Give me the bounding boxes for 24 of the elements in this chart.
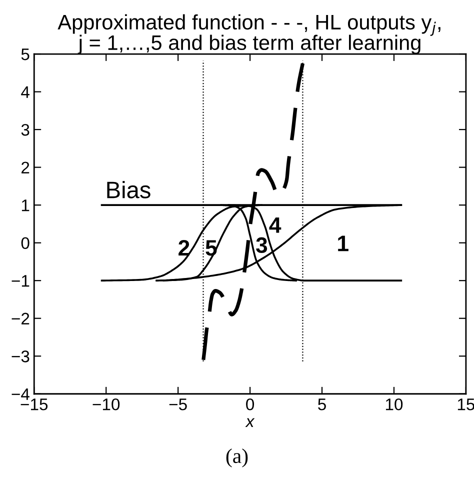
series-label: 1	[338, 236, 348, 252]
y-tick-label: −4	[12, 388, 30, 400]
x-tick-label: 5	[318, 398, 326, 410]
y-tick-label: 2	[22, 162, 30, 174]
x-axis-title: x	[245, 418, 255, 428]
series-label: 2	[178, 240, 190, 256]
x-tick-label: −10	[92, 398, 120, 410]
x-tick-label: 10	[386, 398, 403, 410]
x-tick-label: −5	[169, 398, 187, 410]
y-tick-label: 0	[21, 237, 30, 250]
y-tick-label: 4	[21, 86, 30, 98]
y-tick-label: 1	[22, 200, 30, 212]
chart-title: Approximated function - - -, HL outputs y$_{j}$, j = 1,…,5 and bias term after learning	[58, 14, 440, 54]
x-tick-label: −15	[20, 398, 48, 410]
y-tick-label: 3	[21, 124, 30, 136]
series-label: 3	[256, 237, 268, 254]
text: (a)	[226, 448, 248, 468]
y-tick-label: −3	[12, 350, 30, 362]
series-label: Bias	[107, 180, 150, 198]
y-tick-label: −2	[12, 312, 30, 324]
x-tick-label: 0	[246, 398, 254, 410]
y-tick-label: 5	[21, 48, 30, 60]
y-tick-label: −1	[12, 275, 30, 287]
series-label: 4	[269, 217, 282, 233]
